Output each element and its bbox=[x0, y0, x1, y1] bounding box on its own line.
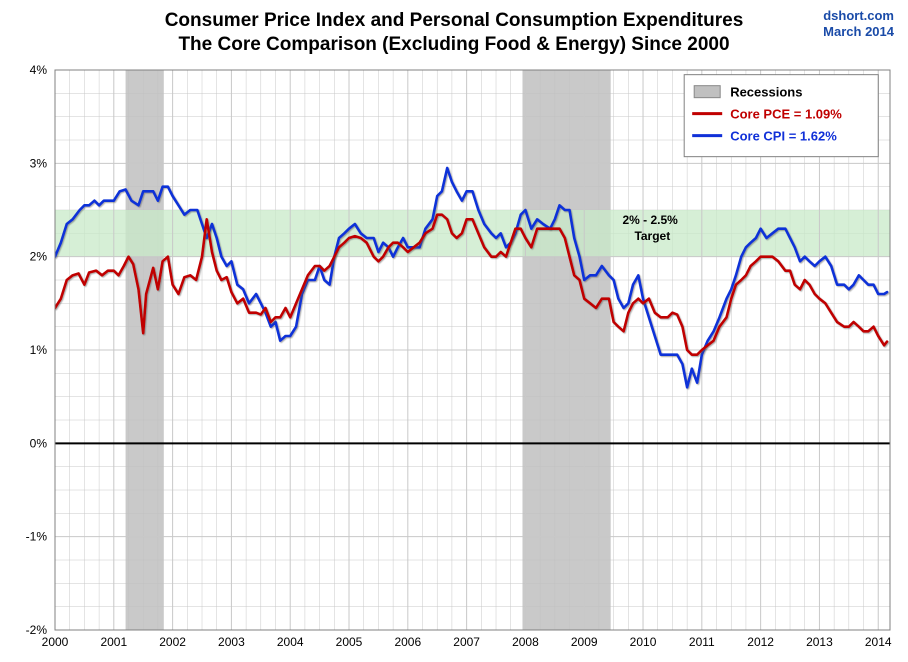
x-tick-label: 2000 bbox=[42, 635, 69, 649]
x-tick-label: 2011 bbox=[689, 635, 715, 649]
y-tick-label: -2% bbox=[26, 623, 48, 637]
legend-swatch-icon bbox=[694, 86, 720, 98]
x-tick-label: 2008 bbox=[512, 635, 539, 649]
x-tick-label: 2012 bbox=[747, 635, 774, 649]
x-tick-label: 2006 bbox=[394, 635, 421, 649]
y-tick-label: 4% bbox=[30, 63, 48, 77]
chart-title-line2: The Core Comparison (Excluding Food & En… bbox=[178, 34, 729, 55]
x-tick-label: 2010 bbox=[630, 635, 657, 649]
y-tick-label: 1% bbox=[30, 343, 48, 357]
y-tick-label: -1% bbox=[26, 530, 48, 544]
legend-item-label: Core CPI = 1.62% bbox=[730, 129, 837, 144]
x-tick-label: 2004 bbox=[277, 635, 304, 649]
x-tick-label: 2007 bbox=[453, 635, 480, 649]
x-tick-label: 2001 bbox=[100, 635, 127, 649]
x-tick-label: 2014 bbox=[865, 635, 892, 649]
y-tick-label: 0% bbox=[30, 436, 48, 450]
target-label: 2% - 2.5% bbox=[622, 213, 678, 227]
legend-item-label: Core PCE = 1.09% bbox=[730, 107, 842, 122]
legend-item-label: Recessions bbox=[730, 85, 802, 100]
chart-title-line1: Consumer Price Index and Personal Consum… bbox=[165, 10, 744, 31]
date-label: March 2014 bbox=[823, 24, 895, 39]
x-tick-label: 2003 bbox=[218, 635, 245, 649]
y-tick-label: 3% bbox=[30, 156, 48, 170]
source-label: dshort.com bbox=[823, 8, 894, 23]
inflation-core-chart: 2000 2001 2002 2003 2004 2005 2006 2007 2008 2009… bbox=[0, 0, 908, 662]
target-label: Target bbox=[634, 229, 670, 243]
legend: Recessions Core PCE = 1.09% Core CPI = 1.6… bbox=[684, 75, 878, 157]
x-tick-label: 2002 bbox=[159, 635, 186, 649]
y-tick-label: 2% bbox=[30, 250, 48, 264]
x-tick-label: 2005 bbox=[336, 635, 363, 649]
x-tick-label: 2013 bbox=[806, 635, 833, 649]
x-tick-label: 2009 bbox=[571, 635, 598, 649]
